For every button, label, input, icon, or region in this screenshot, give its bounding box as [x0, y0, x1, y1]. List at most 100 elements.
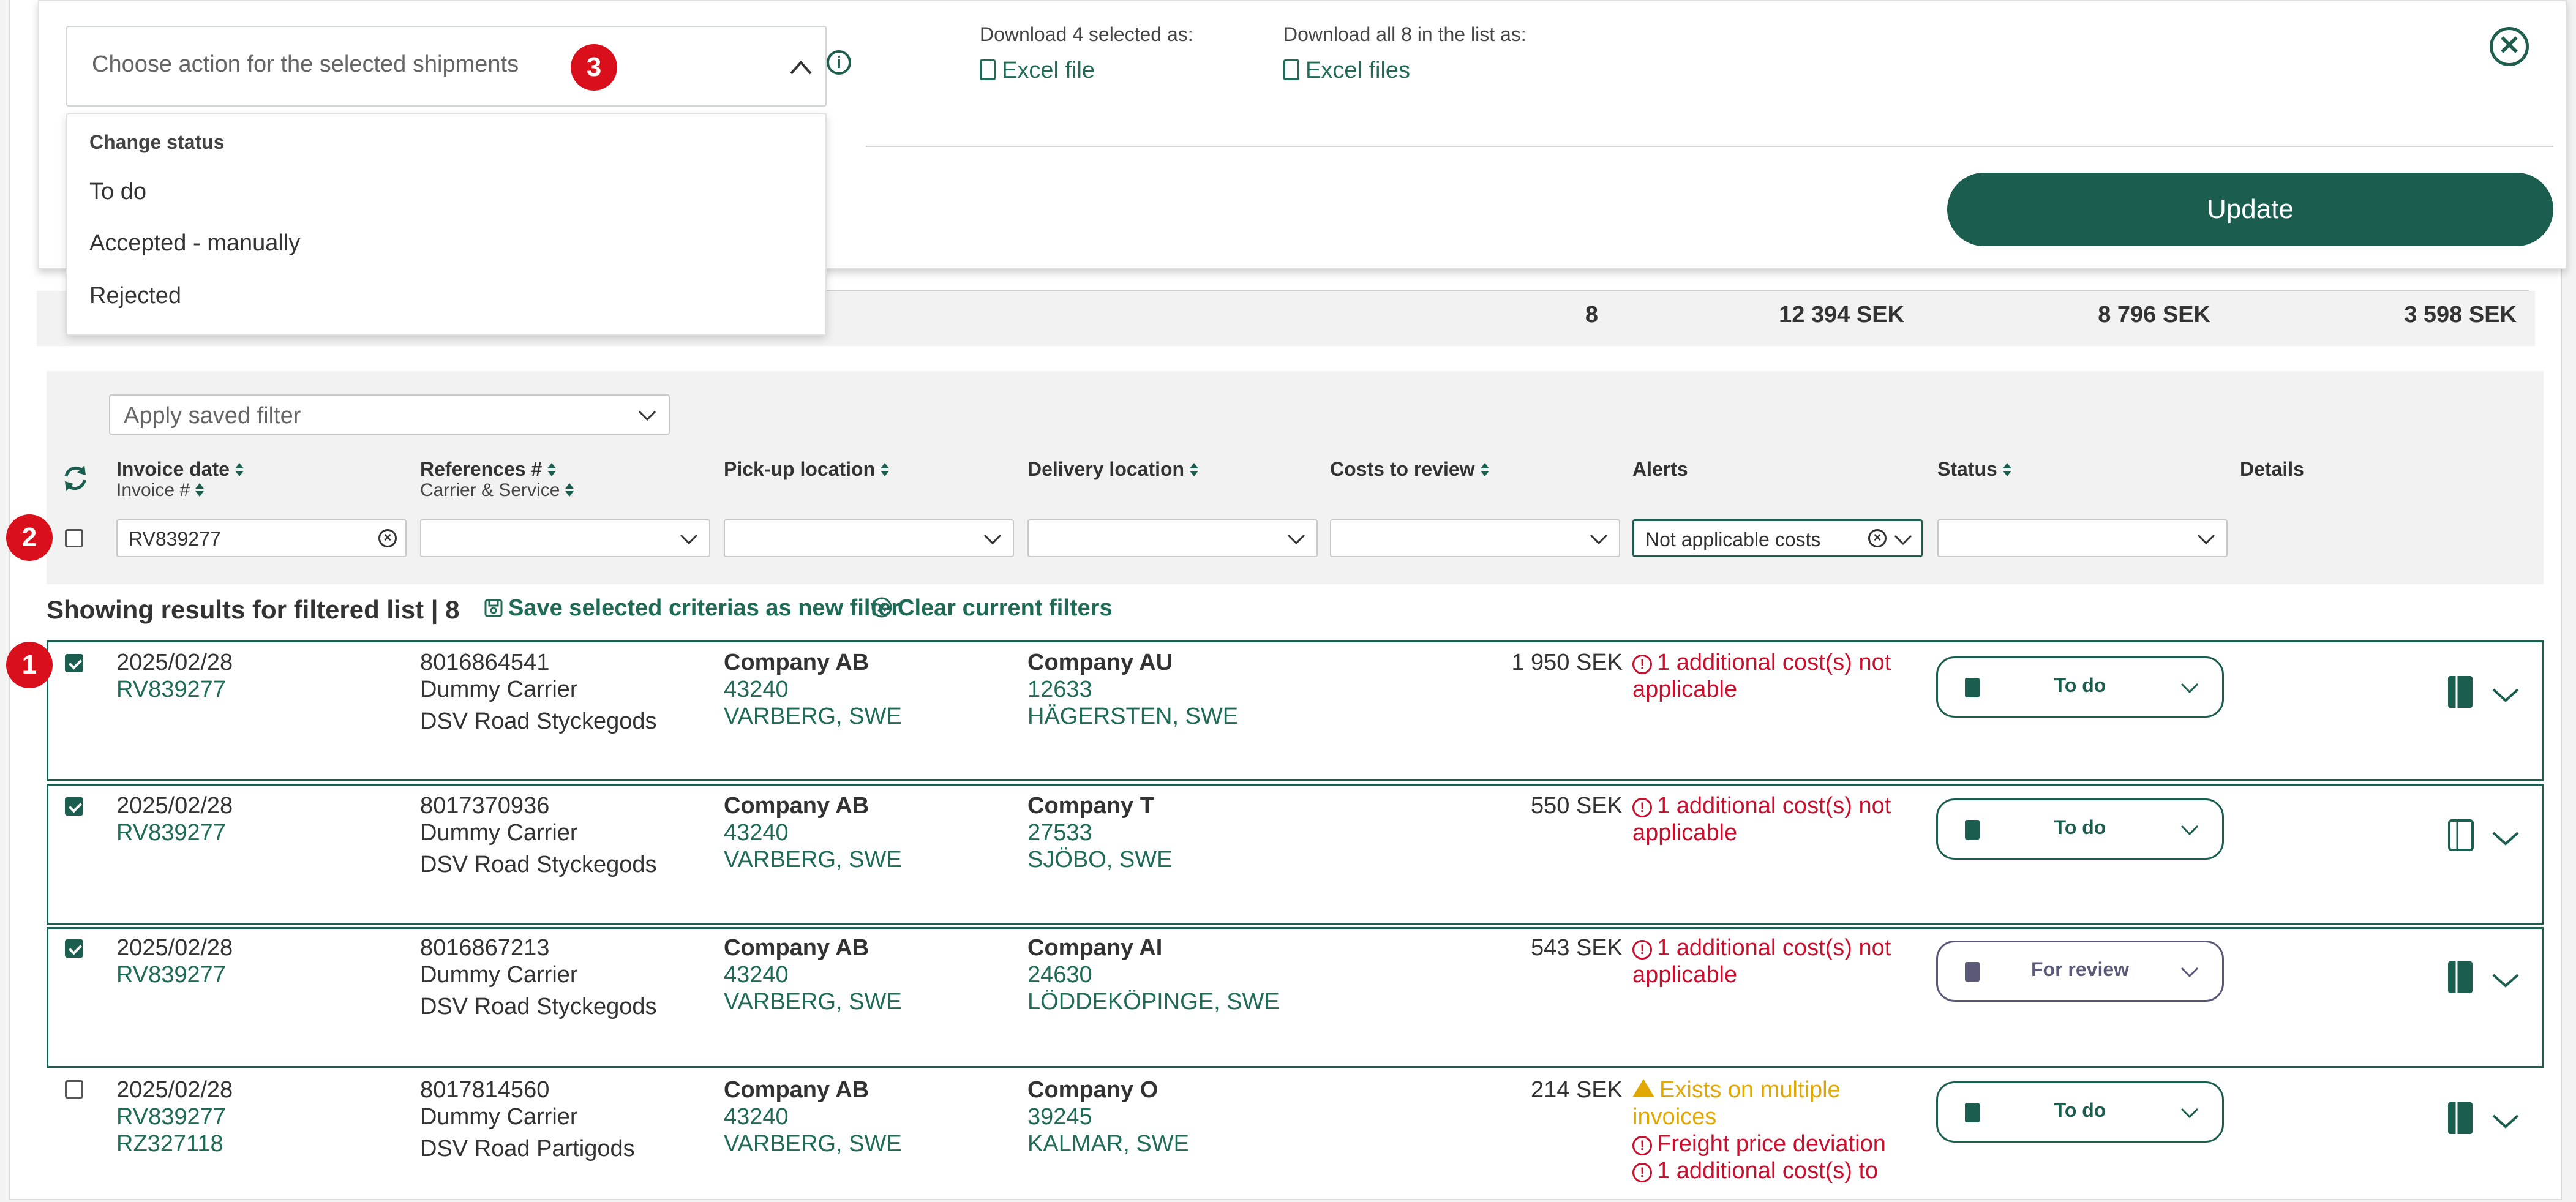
clipboard-icon: [1965, 962, 1980, 982]
step-badge-1: 1: [6, 642, 53, 688]
details-icon[interactable]: [2447, 674, 2480, 710]
action-select-placeholder: Choose action for the selected shipments: [92, 51, 519, 77]
chevron-down-icon: [1287, 534, 1305, 545]
status-filter-select[interactable]: [1937, 519, 2228, 557]
info-icon[interactable]: i: [827, 50, 851, 75]
col-pickup[interactable]: Pick-up location: [724, 458, 890, 481]
status-select[interactable]: For review: [1936, 941, 2224, 1002]
row-ref-cell: 8017370936 Dummy Carrier DSV Road Styckego…: [420, 793, 657, 877]
saved-filter-select[interactable]: Apply saved filter: [109, 394, 670, 435]
excel-file-icon: [980, 59, 996, 80]
details-icon[interactable]: [2447, 959, 2480, 996]
invoice-link[interactable]: RV839277: [116, 1104, 226, 1130]
dropdown-group-label: Change status: [89, 131, 225, 153]
chevron-down-icon: [2180, 1108, 2199, 1119]
save-icon: [484, 599, 503, 617]
row-delivery-cell: Company O 39245 KALMAR, SWE: [1027, 1077, 1189, 1157]
refresh-icon[interactable]: [61, 464, 89, 492]
chevron-down-icon: [2180, 683, 2199, 694]
delivery-filter-select[interactable]: [1027, 519, 1318, 557]
row-date-cell: 2025/02/28 RV839277: [116, 650, 233, 702]
clear-icon[interactable]: ×: [1868, 529, 1887, 547]
alert-icon: !: [1632, 1136, 1652, 1155]
col-status[interactable]: Status: [1937, 458, 2012, 481]
row-pickup-cell: Company AB 43240 VARBERG, SWE: [724, 793, 902, 873]
col-costs[interactable]: Costs to review: [1330, 458, 1490, 481]
menu-item-rejected[interactable]: Rejected: [89, 283, 181, 309]
chevron-down-icon: [1894, 535, 1912, 546]
menu-item-accepted-manually[interactable]: Accepted - manually: [89, 230, 301, 256]
row-checkbox[interactable]: [65, 654, 83, 672]
chevron-down-icon: [1590, 534, 1608, 545]
row-pickup-cell: Company AB 43240 VARBERG, SWE: [724, 650, 902, 729]
save-filter-link[interactable]: Save selected criterias as new filter: [484, 595, 900, 622]
invoice-filter-input[interactable]: RV839277 ×: [116, 519, 407, 557]
row-checkbox[interactable]: [65, 1080, 83, 1099]
clear-filters-link[interactable]: Clear current filters: [871, 595, 1113, 622]
col-alerts: Alerts: [1632, 458, 1688, 480]
row-cost: 543 SEK: [1531, 935, 1623, 961]
row-ref-cell: 8016864541 Dummy Carrier DSV Road Styckego…: [420, 650, 657, 734]
expand-chevron-icon[interactable]: [2492, 832, 2519, 846]
action-select[interactable]: Choose action for the selected shipments…: [66, 26, 827, 107]
summary-count: 8: [1585, 302, 1598, 328]
clipboard-icon: [1965, 678, 1980, 697]
chevron-up-icon: [790, 60, 812, 75]
download-selected-excel-link[interactable]: Excel file: [980, 58, 1095, 84]
results-title: Showing results for filtered list | 8: [47, 595, 460, 624]
row-date-cell: 2025/02/28 RV839277 RZ327118: [116, 1077, 233, 1157]
row-alert: Exists on multiple invoices ! Freight pri…: [1632, 1077, 1886, 1184]
expand-chevron-icon[interactable]: [2492, 688, 2519, 703]
row-ref-cell: 8016867213 Dummy Carrier DSV Road Styckego…: [420, 935, 657, 1020]
details-icon[interactable]: [2447, 1100, 2480, 1136]
pickup-filter-select[interactable]: [724, 519, 1014, 557]
alerts-filter-select[interactable]: Not applicable costs ×: [1632, 519, 1923, 557]
row-cost: 550 SEK: [1531, 793, 1623, 819]
invoice-link[interactable]: RV839277: [116, 677, 226, 702]
row-pickup-cell: Company AB 43240 VARBERG, SWE: [724, 935, 902, 1015]
menu-item-to-do[interactable]: To do: [89, 179, 146, 205]
invoice-link-2[interactable]: RZ327118: [116, 1131, 223, 1157]
row-checkbox[interactable]: [65, 797, 83, 816]
update-button[interactable]: Update: [1947, 173, 2553, 246]
col-invoice-number[interactable]: Invoice #: [116, 480, 205, 501]
references-filter-select[interactable]: [420, 519, 710, 557]
summary-total-2: 8 796 SEK: [2098, 302, 2210, 328]
download-selected-label: Download 4 selected as:: [980, 23, 1193, 45]
row-delivery-cell: Company AU 12633 HÄGERSTEN, SWE: [1027, 650, 1239, 729]
details-outline-icon[interactable]: [2447, 817, 2480, 854]
sort-icon: [1190, 463, 1199, 476]
status-select[interactable]: To do: [1936, 656, 2224, 718]
col-references[interactable]: References #: [420, 458, 557, 481]
expand-chevron-icon[interactable]: [2492, 974, 2519, 988]
step-badge-2: 2: [6, 514, 53, 561]
clear-icon[interactable]: ×: [378, 529, 397, 547]
download-all-excel-link[interactable]: Excel files: [1283, 58, 1410, 84]
row-cost: 1 950 SEK: [1511, 650, 1623, 675]
col-carrier-service[interactable]: Carrier & Service: [420, 480, 574, 501]
row-delivery-cell: Company AI 24630 LÖDDEKÖPINGE, SWE: [1027, 935, 1280, 1015]
row-checkbox[interactable]: [65, 939, 83, 958]
costs-filter-select[interactable]: [1330, 519, 1620, 557]
select-all-checkbox[interactable]: [65, 529, 83, 547]
summary-total-3: 3 598 SEK: [2404, 302, 2517, 328]
expand-chevron-icon[interactable]: [2492, 1114, 2519, 1129]
chevron-down-icon: [983, 534, 1002, 545]
sort-icon: [565, 483, 574, 497]
row-alert: ! 1 additional cost(s) not applicable: [1632, 793, 1891, 846]
col-invoice-date[interactable]: Invoice date: [116, 458, 244, 481]
alerts-filter-value: Not applicable costs: [1645, 528, 1821, 550]
summary-total-1: 12 394 SEK: [1779, 302, 1904, 328]
close-icon[interactable]: ✕: [2490, 27, 2529, 66]
step-badge-3: 3: [571, 44, 617, 91]
clear-circle-icon: [871, 597, 892, 618]
invoice-link[interactable]: RV839277: [116, 820, 226, 846]
col-delivery[interactable]: Delivery location: [1027, 458, 1199, 481]
invoice-link[interactable]: RV839277: [116, 962, 226, 988]
summary-header: [778, 248, 2529, 291]
sort-icon: [2002, 463, 2011, 476]
status-select[interactable]: To do: [1936, 1081, 2224, 1143]
chevron-down-icon: [2180, 967, 2199, 978]
status-select[interactable]: To do: [1936, 798, 2224, 860]
excel-file-icon: [1283, 59, 1299, 80]
